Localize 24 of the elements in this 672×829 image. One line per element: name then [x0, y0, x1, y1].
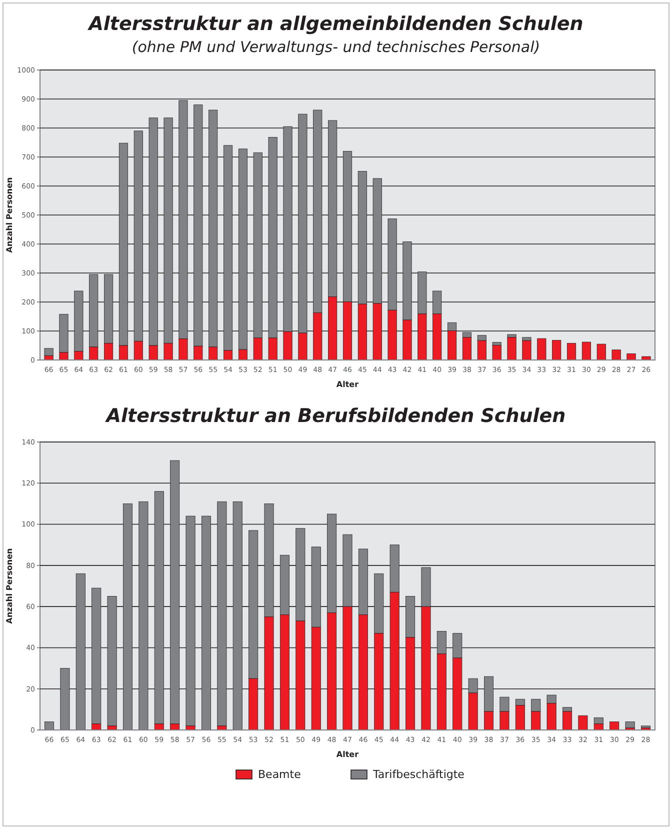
- bar: [578, 715, 588, 730]
- legend-label: Tarifbeschäftigte: [372, 768, 465, 781]
- bar: [522, 340, 532, 360]
- bar: [626, 353, 636, 360]
- bar: [642, 356, 651, 360]
- bar: [582, 342, 591, 360]
- bar: [537, 338, 546, 360]
- bar: [610, 722, 620, 730]
- chart-subtitle: (ohne PM und Verwaltungs- und technisches Personal): [132, 38, 540, 56]
- y-axis-title: Anzahl Personen: [5, 548, 14, 624]
- bar: [492, 345, 502, 360]
- y-axis-title: Anzahl Personen: [5, 176, 14, 253]
- bar: [507, 337, 516, 360]
- x-axis-title: Alter: [336, 750, 359, 759]
- bar: [552, 340, 562, 360]
- bar: [612, 350, 621, 360]
- bar: [566, 342, 576, 360]
- bar: [44, 348, 54, 356]
- bar: [596, 344, 606, 360]
- legend-label: Beamte: [258, 768, 302, 781]
- chart-title: Altersstruktur an Berufsbildenden Schulen: [104, 405, 566, 427]
- chart-title: Altersstruktur an allgemeinbildenden Schulen: [86, 13, 584, 35]
- x-axis-title: Alter: [336, 380, 359, 389]
- bar: [562, 711, 572, 730]
